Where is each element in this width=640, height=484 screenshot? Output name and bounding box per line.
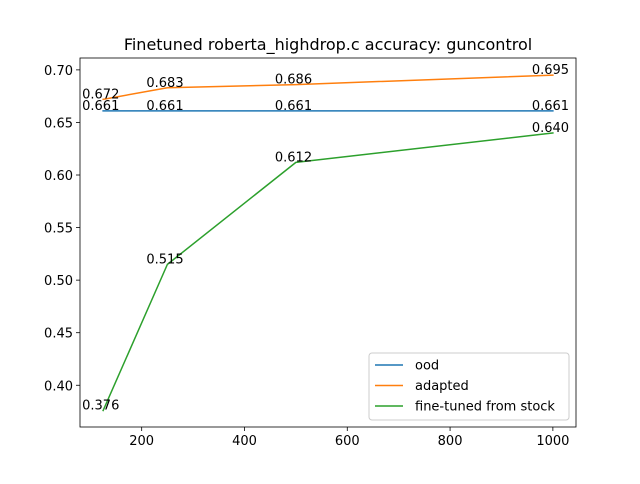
y-tick-label: 0.70 — [44, 64, 73, 79]
legend-label: ood — [415, 359, 439, 374]
data-label: 0.683 — [146, 76, 183, 91]
data-label: 0.661 — [275, 99, 312, 114]
chart-title: Finetuned roberta_highdrop.c accuracy: g… — [124, 35, 532, 55]
data-label: 0.661 — [532, 99, 569, 114]
data-label: 0.695 — [532, 63, 569, 78]
y-tick-label: 0.60 — [44, 169, 73, 184]
x-tick-label: 800 — [438, 434, 463, 449]
legend-box — [368, 352, 570, 421]
x-tick-label: 400 — [232, 434, 257, 449]
legend-label: adapted — [415, 379, 469, 394]
y-tick-label: 0.65 — [44, 116, 73, 131]
legend: ood adapted fine-tuned from stock — [368, 352, 570, 421]
x-tick-label: 600 — [335, 434, 360, 449]
data-label: 0.686 — [275, 73, 312, 88]
axes-frame — [79, 57, 577, 428]
y-tick-label: 0.40 — [44, 379, 73, 394]
data-label: 0.640 — [532, 121, 569, 136]
data-label: 0.515 — [146, 252, 183, 267]
data-label: 0.661 — [146, 99, 183, 114]
legend-label: fine-tuned from stock — [415, 400, 555, 415]
y-tick-label: 0.50 — [44, 274, 73, 289]
data-label: 0.376 — [82, 398, 119, 413]
data-label: 0.672 — [82, 87, 119, 102]
data-label: 0.612 — [275, 150, 312, 165]
x-tick-label: 1000 — [536, 434, 569, 449]
series-line-adapted — [102, 74, 554, 101]
data-label: 0.661 — [82, 99, 119, 114]
x-tick-label: 200 — [129, 434, 154, 449]
y-tick-label: 0.45 — [44, 327, 73, 342]
series-line-fine-tuned-from-stock — [102, 132, 554, 412]
y-tick-label: 0.55 — [44, 222, 73, 237]
